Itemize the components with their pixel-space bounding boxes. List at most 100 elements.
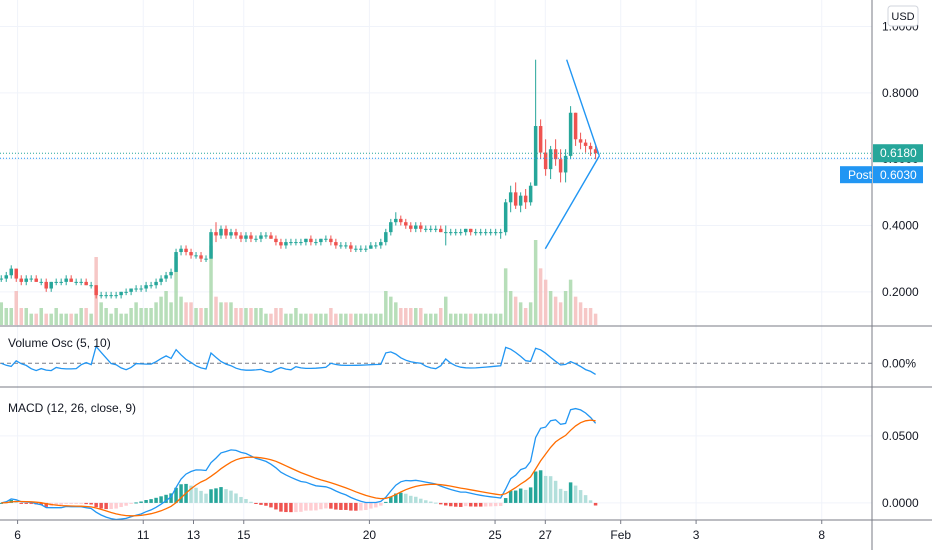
candle-body — [114, 295, 118, 297]
candle-body — [14, 268, 18, 279]
candle-body — [354, 248, 358, 250]
candle-body — [19, 278, 23, 282]
candle-body — [453, 232, 458, 234]
volume-bar — [513, 296, 518, 325]
candle-body — [69, 278, 73, 282]
candle-body — [89, 285, 93, 287]
volume-osc-panel[interactable] — [0, 345, 872, 375]
candle-body — [34, 278, 38, 282]
macd-histogram-bar — [324, 502, 328, 509]
candle — [434, 225, 438, 233]
candle-body — [364, 248, 368, 250]
candle — [319, 238, 323, 246]
candle — [49, 281, 53, 292]
volume-bar — [214, 296, 218, 325]
macd-histogram-bar — [139, 501, 143, 503]
macd-histogram-bar — [354, 502, 358, 511]
candle — [528, 182, 533, 206]
macd-histogram-bar — [593, 502, 598, 506]
candle-body — [269, 235, 273, 239]
candle-body — [468, 228, 473, 233]
volume-bar — [583, 308, 588, 325]
candle-body — [588, 145, 593, 150]
macd-histogram — [0, 470, 598, 513]
volume-bar — [389, 296, 393, 325]
volume-bar — [169, 302, 173, 325]
macd-histogram-bar — [588, 500, 593, 503]
candle-body — [99, 295, 103, 297]
currency-button[interactable]: USD — [887, 5, 919, 27]
volume-bar — [463, 313, 468, 325]
macd-histogram-bar — [483, 502, 488, 507]
candle — [149, 281, 153, 289]
candle — [244, 232, 248, 243]
macd-histogram-bar — [508, 490, 513, 503]
candle — [109, 291, 113, 299]
candle-body — [49, 281, 53, 289]
macd-signal-line — [1, 419, 596, 517]
volume-bar — [134, 302, 138, 325]
volume-bar — [508, 291, 513, 325]
macd-histogram-bar — [144, 500, 148, 503]
candle-body — [359, 248, 363, 250]
macd-histogram-bar — [523, 489, 528, 503]
price-axis[interactable]: 1.00000.80000.60000.40000.20000.6180Post… — [840, 20, 923, 510]
volume-bar — [493, 313, 498, 325]
macd-tick-label: 0.0000 — [882, 496, 919, 510]
triangle-drawing[interactable] — [544, 59, 601, 250]
candle-body — [558, 159, 563, 173]
candle-body — [149, 285, 153, 287]
candle — [294, 238, 298, 246]
candle — [134, 285, 138, 292]
candle — [229, 228, 233, 239]
macd-histogram-bar — [384, 501, 388, 503]
macd-histogram-bar — [543, 475, 548, 503]
candle-body — [244, 235, 248, 239]
candle — [568, 106, 573, 160]
candle — [384, 228, 388, 246]
macd-histogram-bar — [59, 502, 63, 505]
volume-osc-line — [0, 345, 872, 375]
candle — [99, 291, 103, 299]
volume-bar — [478, 313, 483, 325]
candle-body — [319, 238, 323, 243]
volume-bar — [184, 302, 188, 325]
volume-bar — [159, 296, 163, 325]
candle-body — [109, 295, 113, 297]
candle — [139, 285, 143, 292]
candle — [259, 232, 263, 243]
volume-bar — [249, 308, 253, 325]
macd-histogram-bar — [419, 498, 423, 503]
price-tick-label: 0.2000 — [882, 285, 919, 299]
candle — [249, 232, 253, 243]
macd-histogram-bar — [259, 502, 263, 505]
volume-bar — [294, 308, 298, 325]
volume-bar — [219, 302, 223, 325]
candle-body — [294, 242, 298, 244]
volume-bar — [429, 313, 433, 325]
volume-bar — [588, 308, 593, 325]
volume-bar — [439, 308, 443, 325]
macd-histogram-bar — [99, 502, 103, 509]
candle — [329, 235, 333, 246]
candle — [9, 265, 13, 279]
candle — [429, 225, 433, 233]
macd-histogram-bar — [289, 502, 293, 513]
macd-histogram-bar — [119, 502, 123, 508]
candle-body — [458, 232, 463, 234]
price-panel[interactable] — [0, 59, 872, 325]
volume-bar — [234, 308, 238, 325]
macd-histogram-bar — [219, 487, 223, 503]
volume-bar — [59, 313, 63, 325]
candle-body — [374, 245, 378, 247]
time-axis[interactable]: 6 11 13 15 20 25 27 Feb 3 8 — [14, 520, 825, 542]
macd-panel[interactable] — [0, 407, 598, 521]
candle — [199, 252, 203, 262]
volume-bar — [349, 313, 353, 325]
macd-histogram-bar — [538, 470, 543, 503]
candle-body — [174, 252, 178, 272]
candle — [404, 218, 408, 229]
macd-histogram-bar — [573, 485, 578, 503]
